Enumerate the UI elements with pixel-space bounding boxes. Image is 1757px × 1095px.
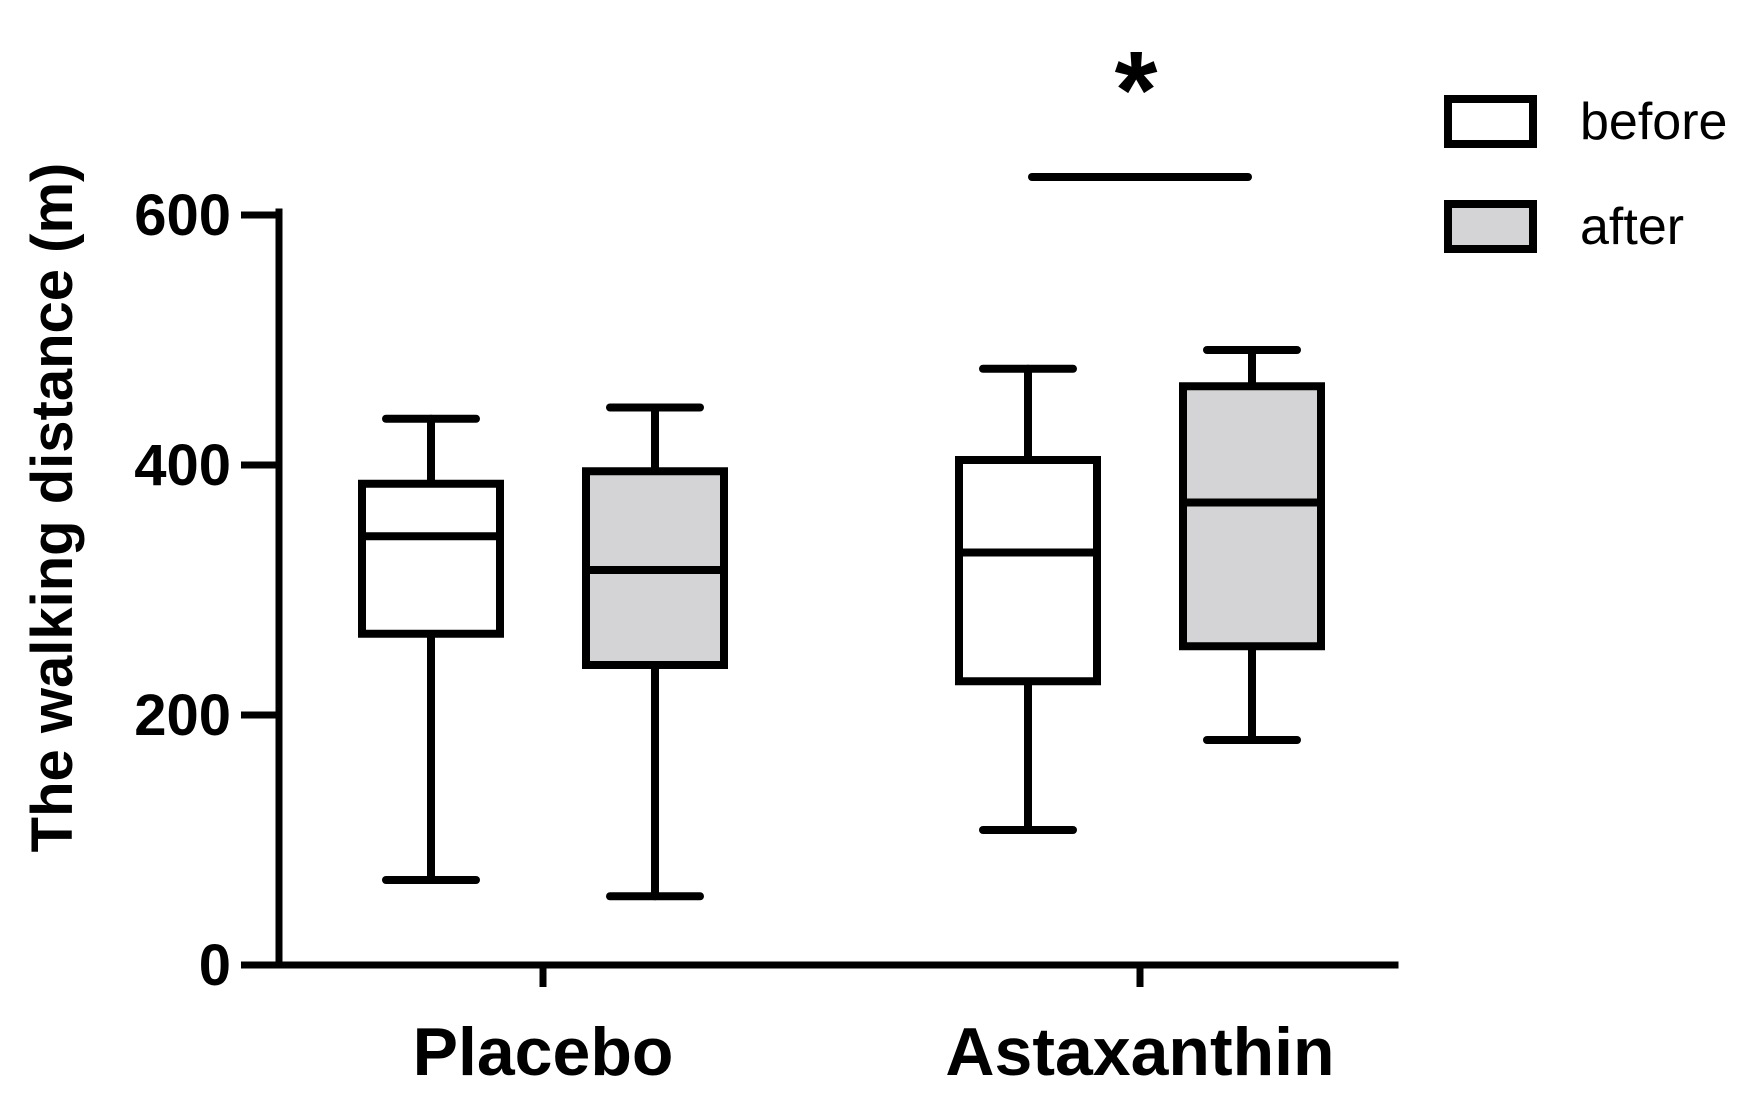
significance-star: * — [1115, 29, 1158, 152]
legend-swatch-after — [1444, 200, 1537, 253]
x-category-label: Placebo — [413, 1014, 674, 1090]
plot-area: 0 200 400 600 Placebo Astaxanthin The walking … — [20, 29, 1727, 1090]
box-after — [1179, 382, 1325, 651]
x-category-label: Astaxanthin — [945, 1014, 1334, 1090]
legend-label-before: before — [1580, 93, 1727, 151]
legend-label-after: after — [1580, 198, 1684, 256]
y-tick-label: 400 — [134, 433, 231, 498]
y-axis-title: The walking distance (m) — [20, 163, 85, 853]
y-tick-label: 600 — [134, 183, 231, 248]
box-before — [358, 479, 504, 638]
y-tick-label: 200 — [134, 683, 231, 748]
legend-swatch-before — [1444, 95, 1537, 148]
box-before — [955, 456, 1101, 686]
y-tick-label: 0 — [199, 933, 231, 998]
